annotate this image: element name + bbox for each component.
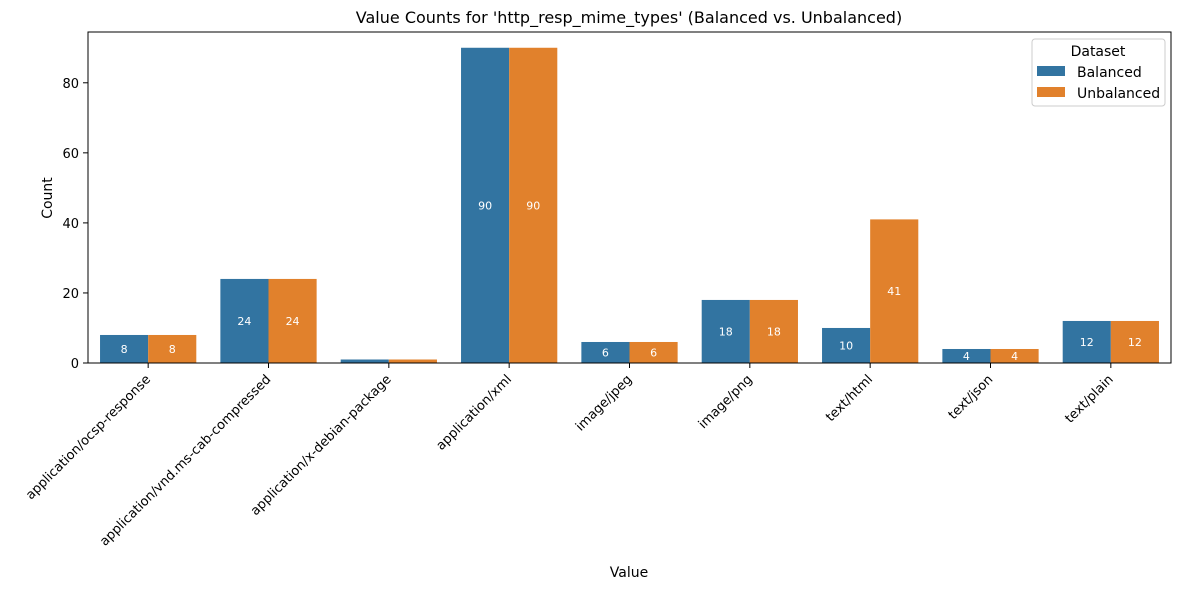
bar-balanced-7 [942, 348, 991, 363]
data-label: 41 [887, 285, 901, 298]
bar-balanced-8 [1062, 320, 1111, 363]
bar-unbalanced-5 [749, 299, 798, 363]
y-tick-label: 60 [62, 147, 79, 162]
data-label: 18 [767, 325, 781, 338]
axes: application/ocsp-responseapplication/vnd… [23, 31, 1172, 549]
data-label: 12 [1128, 336, 1142, 349]
legend: Dataset Balanced Unbalanced [1031, 38, 1166, 107]
x-tick-label: text/plain [1062, 372, 1116, 426]
x-tick-label: application/ocsp-response [23, 372, 154, 503]
bar-balanced-2 [340, 359, 389, 363]
data-label: 8 [169, 343, 176, 356]
bar-balanced-5 [701, 299, 750, 363]
bar-unbalanced-7 [990, 348, 1039, 363]
legend-swatch-unbalanced [1037, 87, 1065, 97]
data-label: 18 [719, 325, 733, 338]
chart-title: Value Counts for 'http_resp_mime_types' … [356, 8, 902, 28]
data-label: 90 [478, 199, 492, 212]
bar-balanced-1 [220, 278, 269, 363]
data-label: 4 [963, 350, 970, 363]
bar-unbalanced-3 [509, 47, 558, 364]
bar-unbalanced-1 [268, 278, 317, 363]
legend-swatch-balanced [1037, 66, 1065, 76]
data-label: 12 [1080, 336, 1094, 349]
bar-unbalanced-0 [148, 334, 197, 363]
data-label: 90 [526, 199, 540, 212]
plot-frame [87, 31, 1172, 364]
data-label: 6 [650, 346, 657, 359]
x-axis-title: Value [610, 565, 648, 581]
bar-unbalanced-8 [1110, 320, 1159, 363]
x-tick-label: image/jpeg [573, 372, 635, 434]
legend-box [1031, 38, 1166, 107]
bar-unbalanced-4 [629, 341, 678, 363]
x-tick-label: text/json [946, 372, 997, 423]
data-label: 6 [602, 346, 609, 359]
bar-balanced-6 [822, 327, 871, 363]
data-label: 24 [237, 315, 251, 328]
bar-unbalanced-2 [388, 359, 437, 363]
bar-balanced-3 [461, 47, 510, 364]
legend-title: Dataset [1071, 44, 1126, 60]
y-tick-label: 80 [62, 77, 79, 92]
y-axis-title: Count [40, 177, 56, 219]
x-tick-label: application/x-debian-package [248, 372, 395, 519]
x-tick-label: application/xml [434, 372, 515, 453]
x-tick-label: text/html [823, 372, 876, 425]
data-label: 8 [121, 343, 128, 356]
plot-area: 8 8 24 24 90 90 6 6 18 18 10 41 4 4 12 12 [100, 47, 1159, 364]
bar-unbalanced-6 [870, 219, 919, 363]
y-tick-label: 20 [62, 287, 79, 302]
y-tick-label: 40 [62, 217, 79, 232]
legend-label-balanced: Balanced [1077, 65, 1142, 81]
data-label: 4 [1011, 350, 1018, 363]
data-label: 10 [839, 339, 853, 352]
bar-balanced-4 [581, 341, 630, 363]
bar-balanced-0 [100, 334, 149, 363]
y-tick-label: 0 [71, 357, 79, 372]
x-tick-label: image/png [696, 372, 756, 432]
data-label: 24 [286, 315, 300, 328]
legend-label-unbalanced: Unbalanced [1077, 86, 1160, 102]
